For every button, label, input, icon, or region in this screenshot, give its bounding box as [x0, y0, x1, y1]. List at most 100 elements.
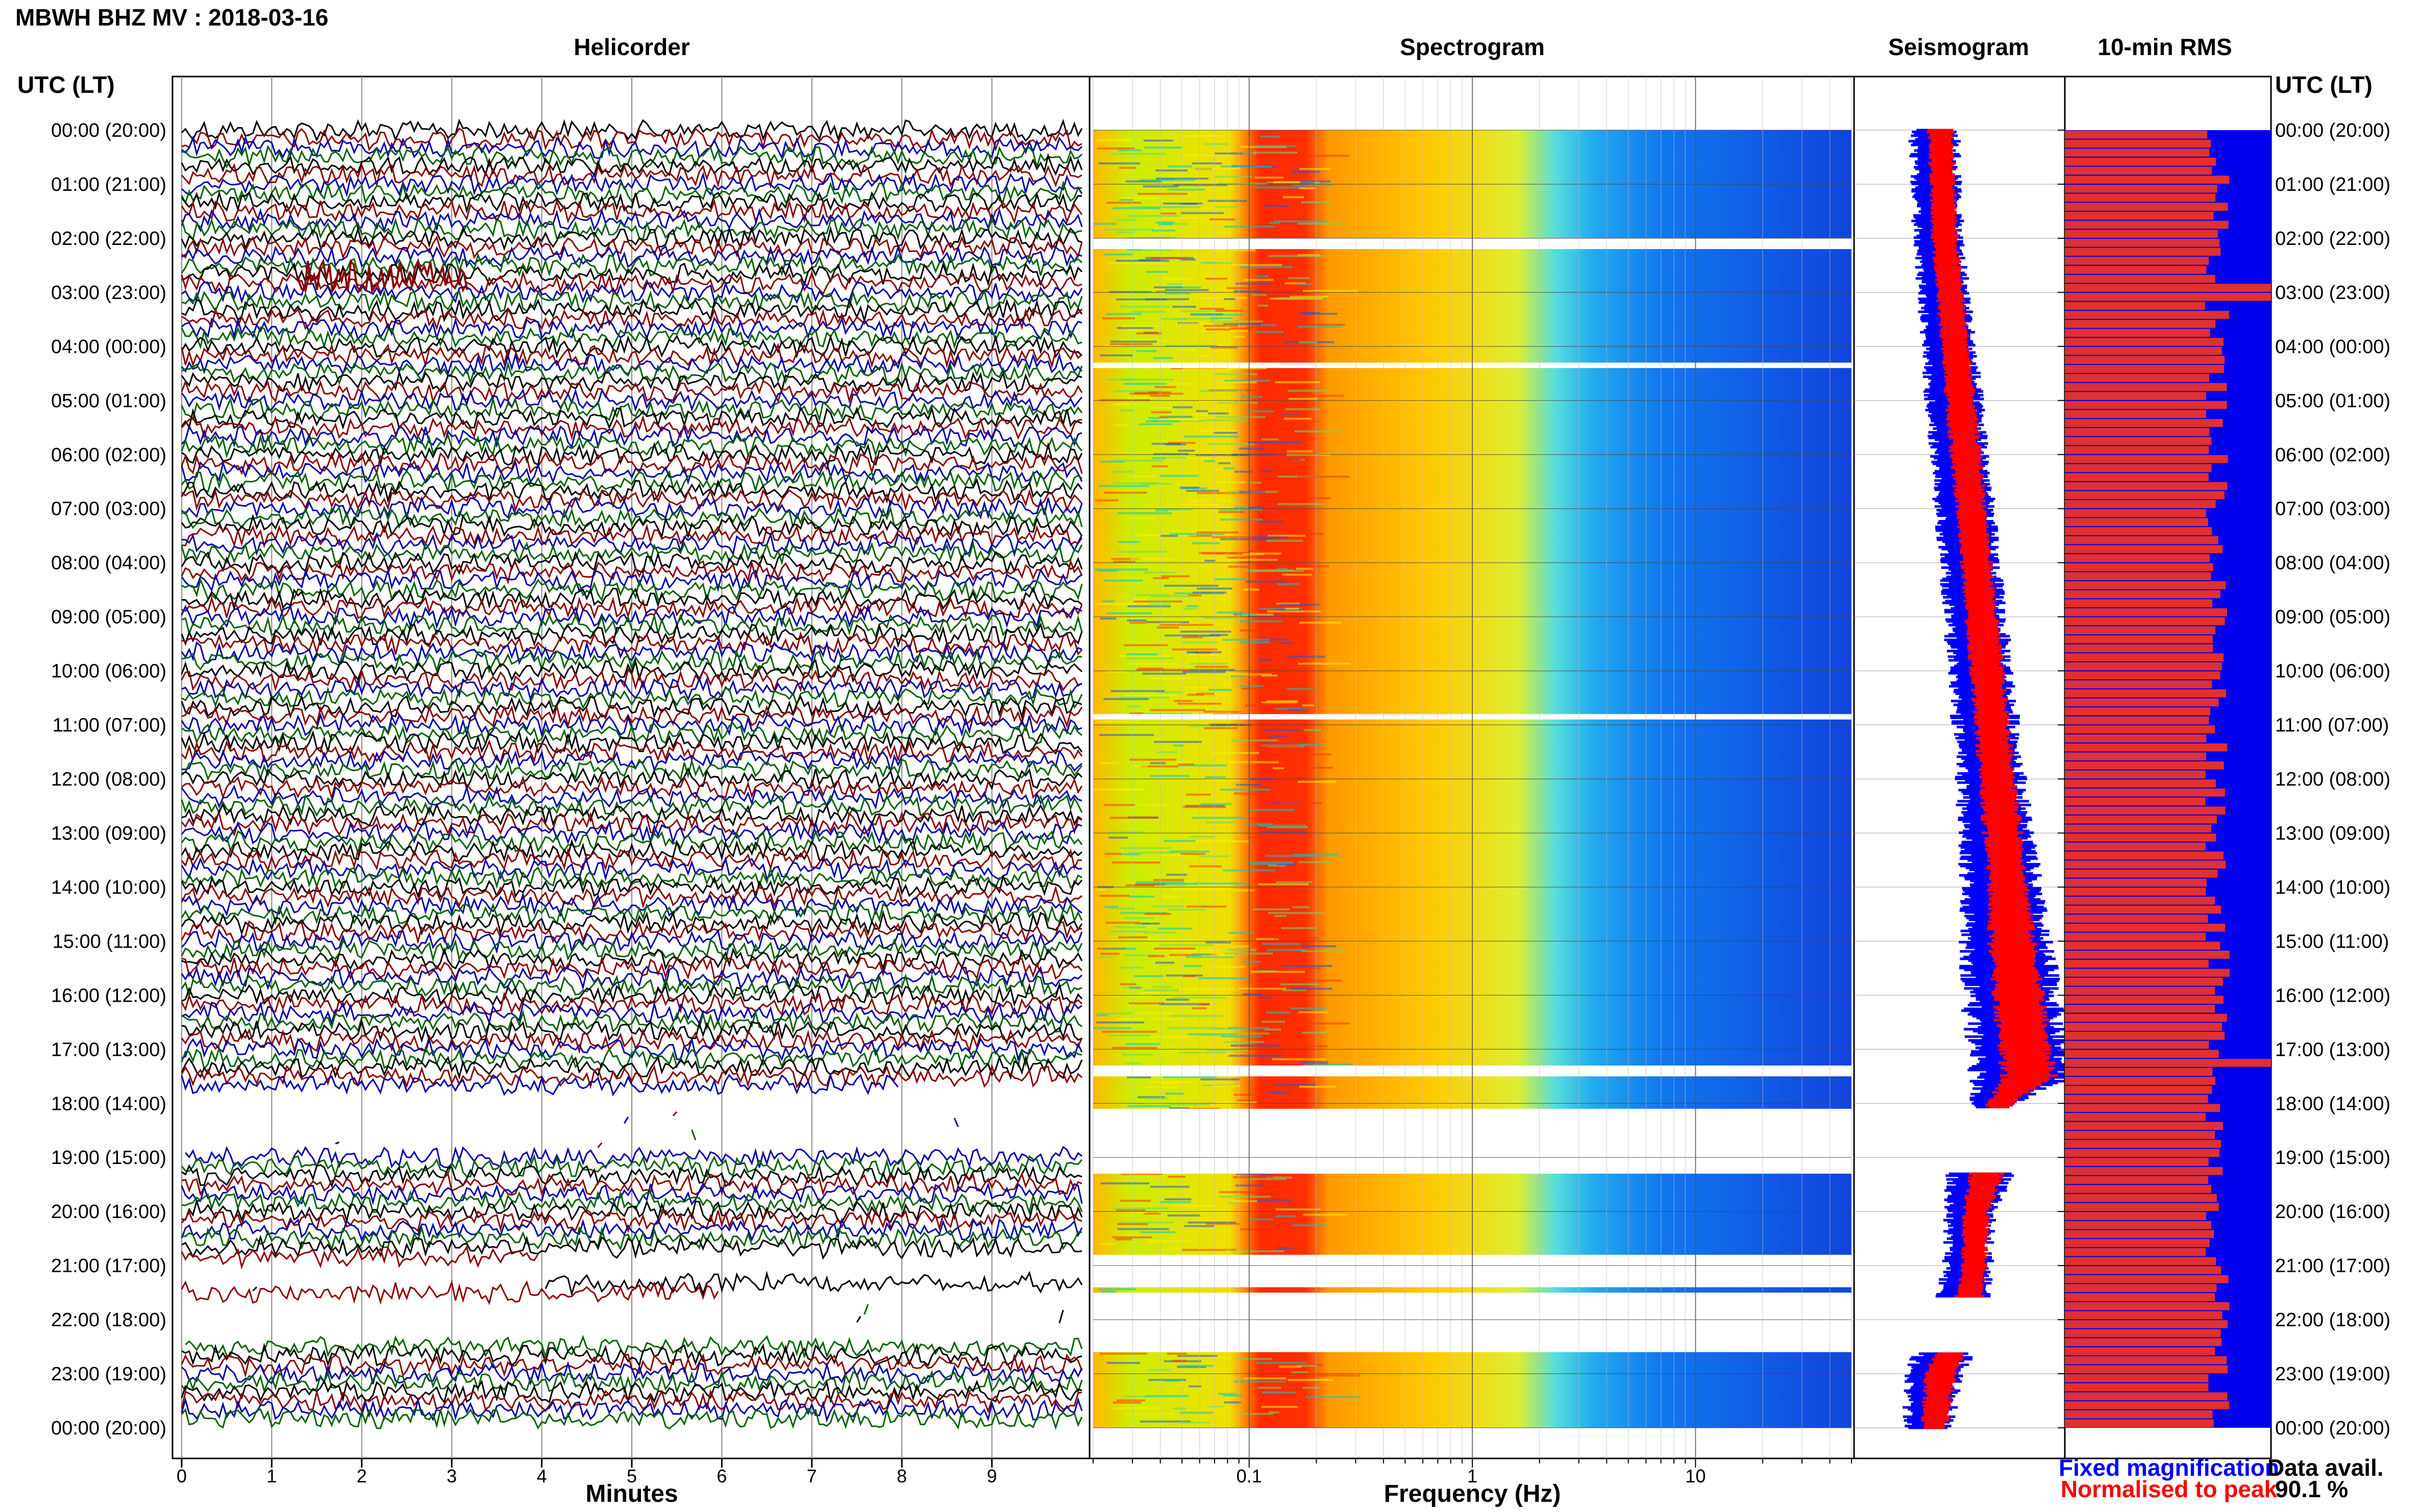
spectrogram-streak [1168, 165, 1193, 168]
time-label-left: 08:00 (04:00) [51, 553, 166, 574]
helicorder-trace [181, 190, 1082, 214]
spectrogram-streak [1190, 668, 1235, 671]
spectrogram-streak [1123, 1395, 1152, 1398]
spectrogram-streak [1215, 152, 1254, 155]
spectrogram-streak [1107, 670, 1125, 673]
spectrogram-streak [1169, 1103, 1211, 1106]
spectrogram-streak [1297, 283, 1312, 285]
spectrogram-streak [1265, 491, 1299, 493]
spectrogram-streak [1215, 176, 1252, 178]
spectrogram-streak [1189, 865, 1222, 867]
spectrogram-streak [1127, 619, 1147, 622]
spectrogram-streak [1103, 804, 1135, 806]
rms-bar [2065, 419, 2223, 427]
rms-bar [2065, 311, 2229, 319]
rms-panel [2058, 76, 2272, 1459]
spectrogram-streak [1230, 327, 1253, 330]
spectrogram-streak [1241, 1412, 1274, 1415]
spectrogram-streak [1137, 192, 1188, 195]
spectrogram-streak [1098, 162, 1140, 165]
spectrogram-streak [1196, 840, 1249, 842]
spectrogram-streak [1276, 497, 1331, 500]
spectrogram-streak [1251, 1199, 1292, 1202]
spectrogram-streak [1102, 1030, 1157, 1033]
spectrogram-streak [1123, 383, 1169, 385]
spectrogram-streak [1220, 518, 1263, 521]
spectrogram-streak [1153, 879, 1184, 881]
spectrogram-streak [1109, 291, 1152, 293]
spectrogram-streak [1233, 1176, 1274, 1178]
spectrogram-streak [1219, 1191, 1272, 1194]
spectrogram-streak [1131, 1383, 1182, 1386]
rms-bar [2065, 1040, 2209, 1049]
spectrogram-streak [1266, 700, 1298, 703]
spectrogram-streak [1112, 482, 1157, 484]
rms-bar [2065, 1032, 2225, 1040]
spectrogram-streak [1196, 454, 1250, 456]
spectrogram-streak [1298, 1011, 1328, 1013]
spectrogram-streak [1145, 1395, 1189, 1397]
utc-axis-label-left: UTC (LT) [17, 71, 115, 98]
spectrogram-streak [1128, 1002, 1165, 1005]
helicorder-trace [181, 847, 1082, 873]
rms-bar [2065, 536, 2218, 544]
spectrogram-streak [1251, 286, 1308, 289]
spectrogram-streak [1261, 438, 1279, 441]
spectrogram-streak [1294, 430, 1342, 433]
helicorder-trace [181, 938, 1083, 962]
time-label-right: 20:00 (16:00) [2275, 1201, 2390, 1223]
rms-bar [2065, 1248, 2206, 1256]
spectrogram-streak [1143, 1212, 1161, 1215]
spectrogram-streak [1266, 949, 1307, 951]
rms-bar [2065, 887, 2206, 896]
spectrogram-streak [1144, 1097, 1169, 1100]
spectrogram-streak [1164, 1198, 1192, 1201]
spectrogram-streak [1220, 538, 1274, 540]
spectrogram-streak [1189, 654, 1219, 656]
spectrogram-streak [1163, 896, 1182, 898]
spectrogram-streak [1159, 1201, 1191, 1203]
rms-bar [2065, 302, 2205, 310]
spectrogram-streak [1102, 600, 1115, 603]
spectrogram-streak [1304, 729, 1322, 731]
spectrogram-streak [1292, 906, 1310, 908]
rms-bar [2065, 978, 2223, 986]
rms-bar [2065, 230, 2218, 238]
spectrogram-streak [1243, 588, 1260, 591]
spectrogram-streak [1148, 417, 1169, 419]
spectrogram-streak [1260, 135, 1280, 138]
spectrogram-streak [1169, 533, 1225, 535]
spectrogram-streak [1254, 331, 1284, 333]
helicorder-trace [181, 874, 1083, 899]
spectrogram-streak [1094, 788, 1142, 791]
rms-bar [2065, 176, 2230, 184]
rms-bar [2065, 1167, 2223, 1175]
spectrogram-streak [1154, 386, 1176, 388]
spectrogram-streak [1287, 389, 1329, 392]
spectrogram-streak [1118, 551, 1167, 553]
time-label-left: 04:00 (00:00) [51, 336, 166, 358]
spectrogram-streak [1124, 694, 1179, 697]
time-labels: 00:00 (20:00) 00:00 (20:00) 01:00 (21:00) 0… [51, 120, 2390, 1439]
helicorder-trace [181, 613, 1083, 639]
spectrogram-streak [1126, 705, 1140, 708]
helicorder-trace [181, 749, 1082, 772]
spectrogram-streak [1189, 1385, 1201, 1387]
spectrogram-streak [1119, 655, 1172, 657]
time-label-right: 11:00 (07:00) [2275, 715, 2389, 736]
spectrogram-streak [1138, 1096, 1165, 1099]
spectrogram-streak [1120, 847, 1172, 849]
rms-bar [2065, 716, 2209, 725]
helicorder-trace [181, 695, 1082, 720]
rms-bar [2065, 148, 2210, 157]
spectrogram-streak [1190, 662, 1228, 665]
spectrogram-streak [1233, 889, 1255, 892]
spectrogram-streak [1227, 556, 1249, 559]
rms-bar [2065, 572, 2211, 580]
spectrogram-streak [1215, 309, 1243, 312]
rms-bar [2065, 1374, 2209, 1382]
spectrogram-streak [1117, 1018, 1142, 1020]
spectrogram-streak [1097, 1014, 1108, 1017]
spectrogram-streak [1106, 378, 1134, 381]
helicorder-trace [181, 288, 1083, 314]
